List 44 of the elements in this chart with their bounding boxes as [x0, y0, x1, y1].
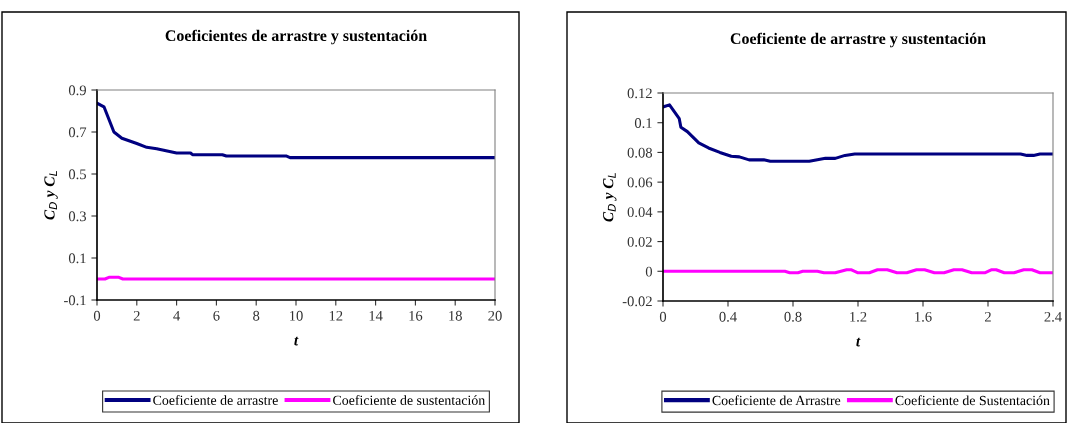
x-tick-label: 6: [213, 310, 220, 321]
line-series: [97, 101, 495, 160]
x-tick-label: 10: [289, 310, 303, 321]
y-axis-title: C$_{D}$ y C$_{L}$: [603, 173, 617, 222]
x-tick-label: 18: [449, 310, 462, 321]
x-tick-label: 0.4: [719, 311, 737, 322]
y-tick-label: 0.04: [627, 207, 653, 218]
y-tick-label: 0.08: [627, 147, 653, 158]
x-tick-label: 0: [659, 311, 667, 322]
legend-label: Coeficiente de Arrastre: [712, 395, 841, 406]
legend-label: Coeficiente de sustentación: [333, 395, 485, 405]
x-tick-label: 2.4: [1044, 311, 1062, 322]
legend-label: Coeficiente de Sustentación: [895, 395, 1050, 406]
legend-label: Coeficiente de arrastre: [153, 395, 278, 405]
y-tick-label: 0.12: [627, 88, 652, 99]
line-series: [663, 103, 1053, 163]
x-tick-label: 12: [329, 310, 343, 321]
y-tick-label: 0.7: [68, 127, 87, 138]
y-tick-label: 0.06: [627, 177, 653, 188]
x-tick-label: 1.2: [850, 311, 867, 322]
y-tick-label: 0.1: [634, 118, 652, 128]
y-tick-label: 0.5: [68, 169, 87, 180]
x-tick-label: 2: [133, 310, 140, 321]
x-tick-label: 4: [173, 310, 181, 321]
y-tick-label: 0.02: [627, 236, 652, 247]
x-tick-label: 0: [93, 310, 101, 321]
y-tick-label: -0.1: [64, 295, 86, 306]
y-axis-title: C$_{D}$ y C$_{L}$: [44, 171, 58, 220]
chart-title: Coeficientes de arrastre y sustentación: [165, 29, 427, 45]
x-tick-label: 8: [253, 310, 260, 321]
y-tick-label: 0.1: [68, 253, 86, 264]
chart-title: Coeficiente de arrastre y sustentación: [730, 32, 986, 48]
y-tick-label: 0.3: [68, 211, 87, 222]
y-tick-label: 0: [645, 266, 653, 277]
x-tick-label: 1.6: [915, 311, 932, 322]
x-axis-title: t: [856, 337, 861, 347]
y-tick-label: 0.9: [68, 85, 86, 96]
x-axis-title: t: [294, 336, 299, 346]
x-tick-label: 0.8: [784, 311, 802, 322]
x-tick-label: 20: [488, 310, 502, 321]
x-tick-label: 14: [369, 310, 383, 321]
x-tick-label: 16: [409, 310, 423, 321]
x-tick-label: 2: [984, 311, 991, 322]
y-tick-label: -0.02: [622, 296, 652, 307]
